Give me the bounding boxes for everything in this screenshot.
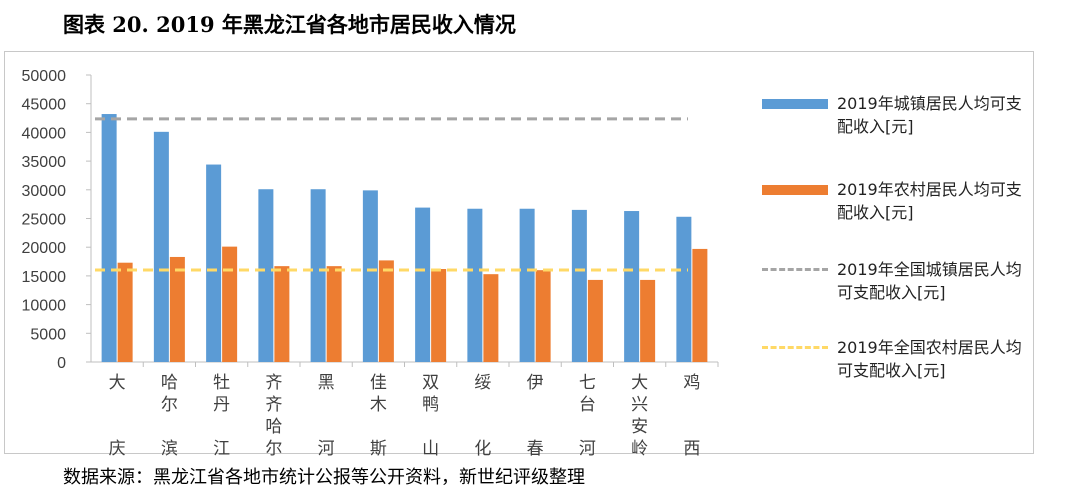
x-category-label: 大 — [631, 373, 648, 393]
bar-urban — [519, 208, 535, 362]
x-category-label: 木 — [370, 395, 387, 415]
bar-rural — [640, 279, 656, 362]
x-category-label: 江 — [213, 439, 230, 459]
bar-rural — [169, 256, 185, 362]
legend-swatch-rural — [762, 185, 828, 195]
x-category-label: 齐 — [265, 395, 282, 415]
y-tick-label: 10000 — [22, 298, 67, 315]
x-category-label: 双 — [422, 373, 439, 393]
bar-urban — [571, 209, 587, 362]
x-category-label: 鸭 — [422, 395, 439, 415]
x-category-label: 岭 — [631, 439, 648, 459]
legend-swatch-national-urban — [762, 268, 828, 271]
legend-label-urban: 2019年城镇居民人均可支配收入[元] — [837, 94, 1022, 136]
bar-urban — [310, 189, 326, 362]
legend-label-national-urban: 2019年全国城镇居民人均可支配收入[元] — [837, 260, 1022, 302]
x-category-label: 斯 — [370, 439, 387, 459]
x-category-label: 哈 — [161, 373, 178, 393]
chart-frame — [4, 51, 1034, 454]
y-tick-label: 35000 — [22, 154, 67, 171]
bar-urban — [153, 131, 169, 362]
x-category-label: 安 — [631, 417, 648, 437]
bar-rural — [692, 248, 708, 362]
x-category-label: 丹 — [213, 395, 230, 415]
bar-rural — [587, 279, 603, 362]
bar-rural — [274, 266, 290, 362]
y-tick-label: 0 — [57, 355, 66, 372]
legend-swatch-urban — [762, 99, 828, 109]
x-category-label: 滨 — [161, 439, 178, 459]
y-tick-label: 30000 — [22, 183, 67, 200]
x-category-label: 伊 — [527, 373, 544, 393]
y-tick-label: 45000 — [22, 97, 67, 114]
x-category-label: 兴 — [631, 395, 648, 415]
legend-swatch-national-rural — [762, 346, 828, 349]
bar-urban — [101, 114, 117, 362]
bar-rural — [431, 269, 447, 362]
legend-label-rural: 2019年农村居民人均可支配收入[元] — [837, 180, 1022, 222]
x-category-label: 七 — [579, 373, 596, 393]
x-category-label: 庆 — [109, 439, 126, 459]
x-category-label: 牡 — [213, 373, 230, 393]
bar-urban — [676, 216, 692, 362]
bar-urban — [467, 208, 483, 362]
x-category-label: 齐 — [265, 373, 282, 393]
x-category-label: 哈 — [265, 417, 282, 437]
y-tick-label: 20000 — [22, 240, 67, 257]
x-category-label: 台 — [579, 395, 596, 415]
bar-urban — [415, 207, 431, 362]
y-tick-label: 50000 — [22, 68, 67, 85]
bar-urban — [624, 211, 640, 362]
bar-rural — [535, 270, 551, 362]
y-tick-label: 40000 — [22, 125, 67, 142]
x-category-label: 河 — [579, 439, 596, 459]
x-category-label: 绥 — [474, 373, 491, 393]
bar-rural — [326, 266, 342, 362]
bar-rural — [117, 262, 133, 362]
bar-rural — [483, 274, 499, 362]
chart-title: 图表 20. 2019 年黑龙江省各地市居民收入情况 — [63, 12, 516, 37]
source-note: 数据来源：黑龙江省各地市统计公报等公开资料，新世纪评级整理 — [63, 467, 585, 488]
x-category-label: 尔 — [161, 395, 178, 415]
x-category-label: 河 — [318, 439, 335, 459]
bar-urban — [258, 189, 274, 362]
x-category-label: 春 — [527, 439, 544, 459]
bar-rural — [222, 246, 238, 362]
y-tick-label: 25000 — [22, 212, 67, 229]
bar-urban — [362, 190, 378, 362]
y-tick-label: 5000 — [30, 326, 66, 343]
x-category-label: 大 — [109, 373, 126, 393]
x-category-label: 化 — [474, 439, 491, 459]
legend-label-national-rural: 2019年全国农村居民人均可支配收入[元] — [837, 338, 1022, 380]
y-tick-label: 15000 — [22, 269, 67, 286]
x-category-label: 鸡 — [683, 373, 700, 393]
x-category-label: 尔 — [265, 439, 282, 459]
bar-urban — [206, 164, 222, 362]
x-category-label: 佳 — [370, 373, 387, 393]
bar-rural — [378, 260, 394, 362]
x-category-label: 黑 — [318, 373, 335, 393]
x-category-label: 山 — [422, 439, 439, 459]
x-category-label: 西 — [683, 439, 700, 459]
